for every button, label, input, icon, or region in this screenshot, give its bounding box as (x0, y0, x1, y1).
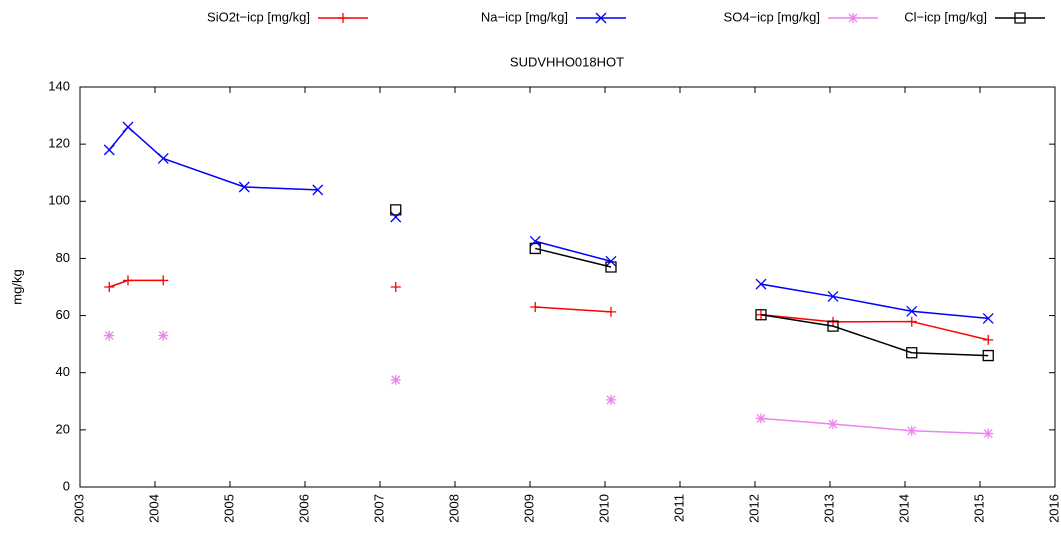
marker (828, 316, 838, 327)
marker (606, 394, 616, 405)
marker (529, 235, 541, 247)
marker (982, 349, 994, 362)
x-tick-label: 2005 (221, 494, 236, 523)
y-tick-label: 140 (48, 78, 70, 93)
x-tick-label: 2004 (146, 494, 161, 523)
marker (158, 330, 169, 341)
marker (828, 419, 838, 430)
chart-title: SUDVHHO018HOT (510, 54, 624, 69)
marker (123, 275, 133, 286)
marker (906, 347, 918, 359)
legend-marker (338, 13, 348, 23)
marker (122, 121, 134, 133)
marker (983, 428, 994, 439)
legend-marker (1014, 12, 1026, 24)
x-tick-label: 2013 (821, 494, 836, 523)
legend-marker (595, 12, 607, 24)
series-line (760, 417, 989, 435)
legend-marker (848, 13, 858, 23)
x-tick-label: 2006 (296, 494, 311, 523)
marker (390, 211, 402, 223)
y-tick-label: 100 (48, 193, 70, 208)
x-tick-label: 2014 (896, 494, 911, 523)
marker (390, 374, 401, 385)
marker (755, 309, 767, 321)
x-tick-label: 2008 (446, 494, 461, 523)
y-tick-label: 40 (56, 364, 70, 379)
y-tick-label: 0 (63, 478, 70, 493)
marker (906, 316, 917, 327)
marker (982, 312, 994, 324)
legend-label: Na−icp [mg/kg] (481, 9, 568, 24)
plot-frame (79, 86, 1056, 488)
marker (390, 204, 402, 216)
marker (983, 334, 994, 345)
marker (390, 282, 401, 292)
marker (157, 152, 169, 164)
marker (530, 302, 541, 312)
marker (827, 290, 839, 302)
marker (605, 255, 617, 267)
marker (103, 144, 115, 156)
y-tick-label: 120 (48, 136, 70, 151)
marker (605, 261, 617, 273)
marker (906, 305, 918, 317)
x-tick-label: 2003 (71, 494, 86, 523)
marker (529, 242, 541, 255)
marker (906, 425, 917, 436)
y-axis-label: mg/kg (9, 269, 24, 304)
x-tick-label: 2011 (671, 494, 686, 522)
legend-label: SO4−icp [mg/kg] (724, 9, 820, 24)
x-tick-label: 2016 (1046, 494, 1061, 523)
marker (104, 282, 115, 292)
series-line (535, 247, 989, 357)
x-tick-label: 2012 (746, 494, 761, 523)
marker (606, 306, 616, 317)
y-tick-label: 20 (56, 421, 70, 436)
legend-label: Cl−icp [mg/kg] (904, 9, 987, 24)
series-line (108, 125, 989, 320)
marker (104, 330, 115, 341)
legend-label: SiO2t−icp [mg/kg] (207, 9, 310, 24)
marker (756, 413, 766, 424)
marker (312, 184, 324, 196)
y-tick-label: 60 (56, 307, 70, 322)
marker (827, 320, 839, 332)
y-tick-label: 80 (56, 250, 70, 265)
x-tick-label: 2010 (596, 494, 611, 523)
marker (238, 181, 250, 193)
x-tick-label: 2009 (521, 494, 536, 523)
marker (158, 275, 169, 286)
x-tick-label: 2015 (971, 494, 986, 523)
x-tick-label: 2007 (371, 494, 386, 523)
marker (755, 278, 767, 290)
series-line (109, 279, 989, 341)
